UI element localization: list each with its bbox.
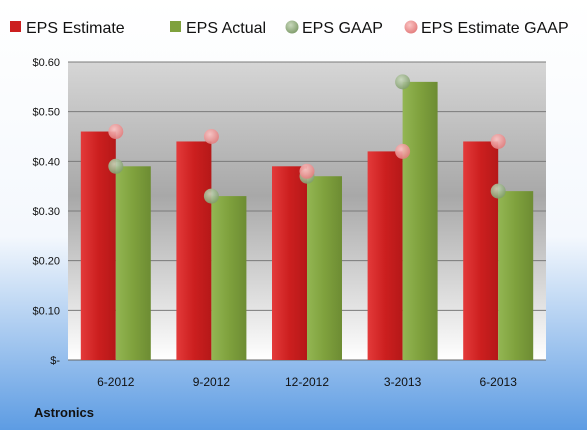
x-tick-label: 3-2013: [384, 375, 422, 389]
legend-label: EPS Actual: [186, 20, 266, 37]
marker-eps-gaap: [203, 188, 219, 204]
legend-swatch: [10, 21, 21, 32]
legend-item: EPS Estimate: [10, 20, 125, 37]
legend-swatch: [285, 20, 299, 34]
legend-label: EPS Estimate GAAP: [421, 20, 569, 37]
x-tick-label: 12-2012: [285, 375, 329, 389]
y-tick-label: $0.10: [32, 305, 60, 317]
legend-swatch: [404, 20, 418, 34]
y-tick-label: $0.60: [32, 57, 60, 69]
bar-eps-actual: [211, 196, 247, 360]
bar-eps-estimate: [463, 141, 499, 360]
y-tick-label: $-: [50, 355, 60, 367]
marker-eps-estimate-gaap: [490, 133, 506, 149]
legend-label: EPS GAAP: [302, 20, 383, 37]
legend-swatch: [170, 21, 181, 32]
marker-eps-gaap: [490, 183, 506, 199]
bar-eps-actual: [498, 191, 534, 360]
markers: [108, 74, 506, 204]
x-tick-label: 6-2013: [480, 375, 518, 389]
marker-eps-gaap: [108, 158, 124, 174]
legend-item: EPS Estimate GAAP: [404, 20, 569, 37]
bar-eps-estimate: [272, 166, 307, 360]
marker-eps-estimate-gaap: [203, 129, 219, 144]
bar-eps-estimate: [367, 151, 403, 360]
company-label: Astronics: [34, 405, 94, 420]
bar-eps-actual: [115, 166, 151, 360]
y-tick-label: $0.50: [32, 107, 60, 119]
bar-eps-actual: [307, 176, 342, 360]
legend-item: EPS GAAP: [285, 20, 383, 37]
marker-eps-estimate-gaap: [299, 163, 315, 179]
x-tick-label: 9-2012: [193, 375, 231, 389]
legend: EPS Estimate EPS Actual EPS GAAP EPS Estima…: [10, 20, 569, 37]
legend-item: EPS Actual: [170, 20, 266, 37]
y-tick-label: $0.20: [32, 256, 60, 268]
bar-eps-estimate: [176, 141, 212, 360]
bar-eps-actual: [402, 81, 438, 360]
marker-eps-gaap: [395, 74, 411, 90]
x-axis-ticks: 6-2012 9-2012 12-2012 3-2013 6-2013: [97, 375, 517, 389]
y-tick-label: $0.40: [32, 156, 60, 168]
marker-eps-estimate-gaap: [395, 143, 411, 159]
y-axis-ticks: $- $0.10 $0.20 $0.30 $0.40 $0.50 $0.60: [32, 57, 60, 367]
marker-eps-estimate-gaap: [108, 124, 124, 140]
legend-label: EPS Estimate: [26, 20, 125, 37]
bars: [80, 81, 534, 360]
x-tick-label: 6-2012: [97, 375, 135, 389]
y-tick-label: $0.30: [32, 206, 60, 218]
